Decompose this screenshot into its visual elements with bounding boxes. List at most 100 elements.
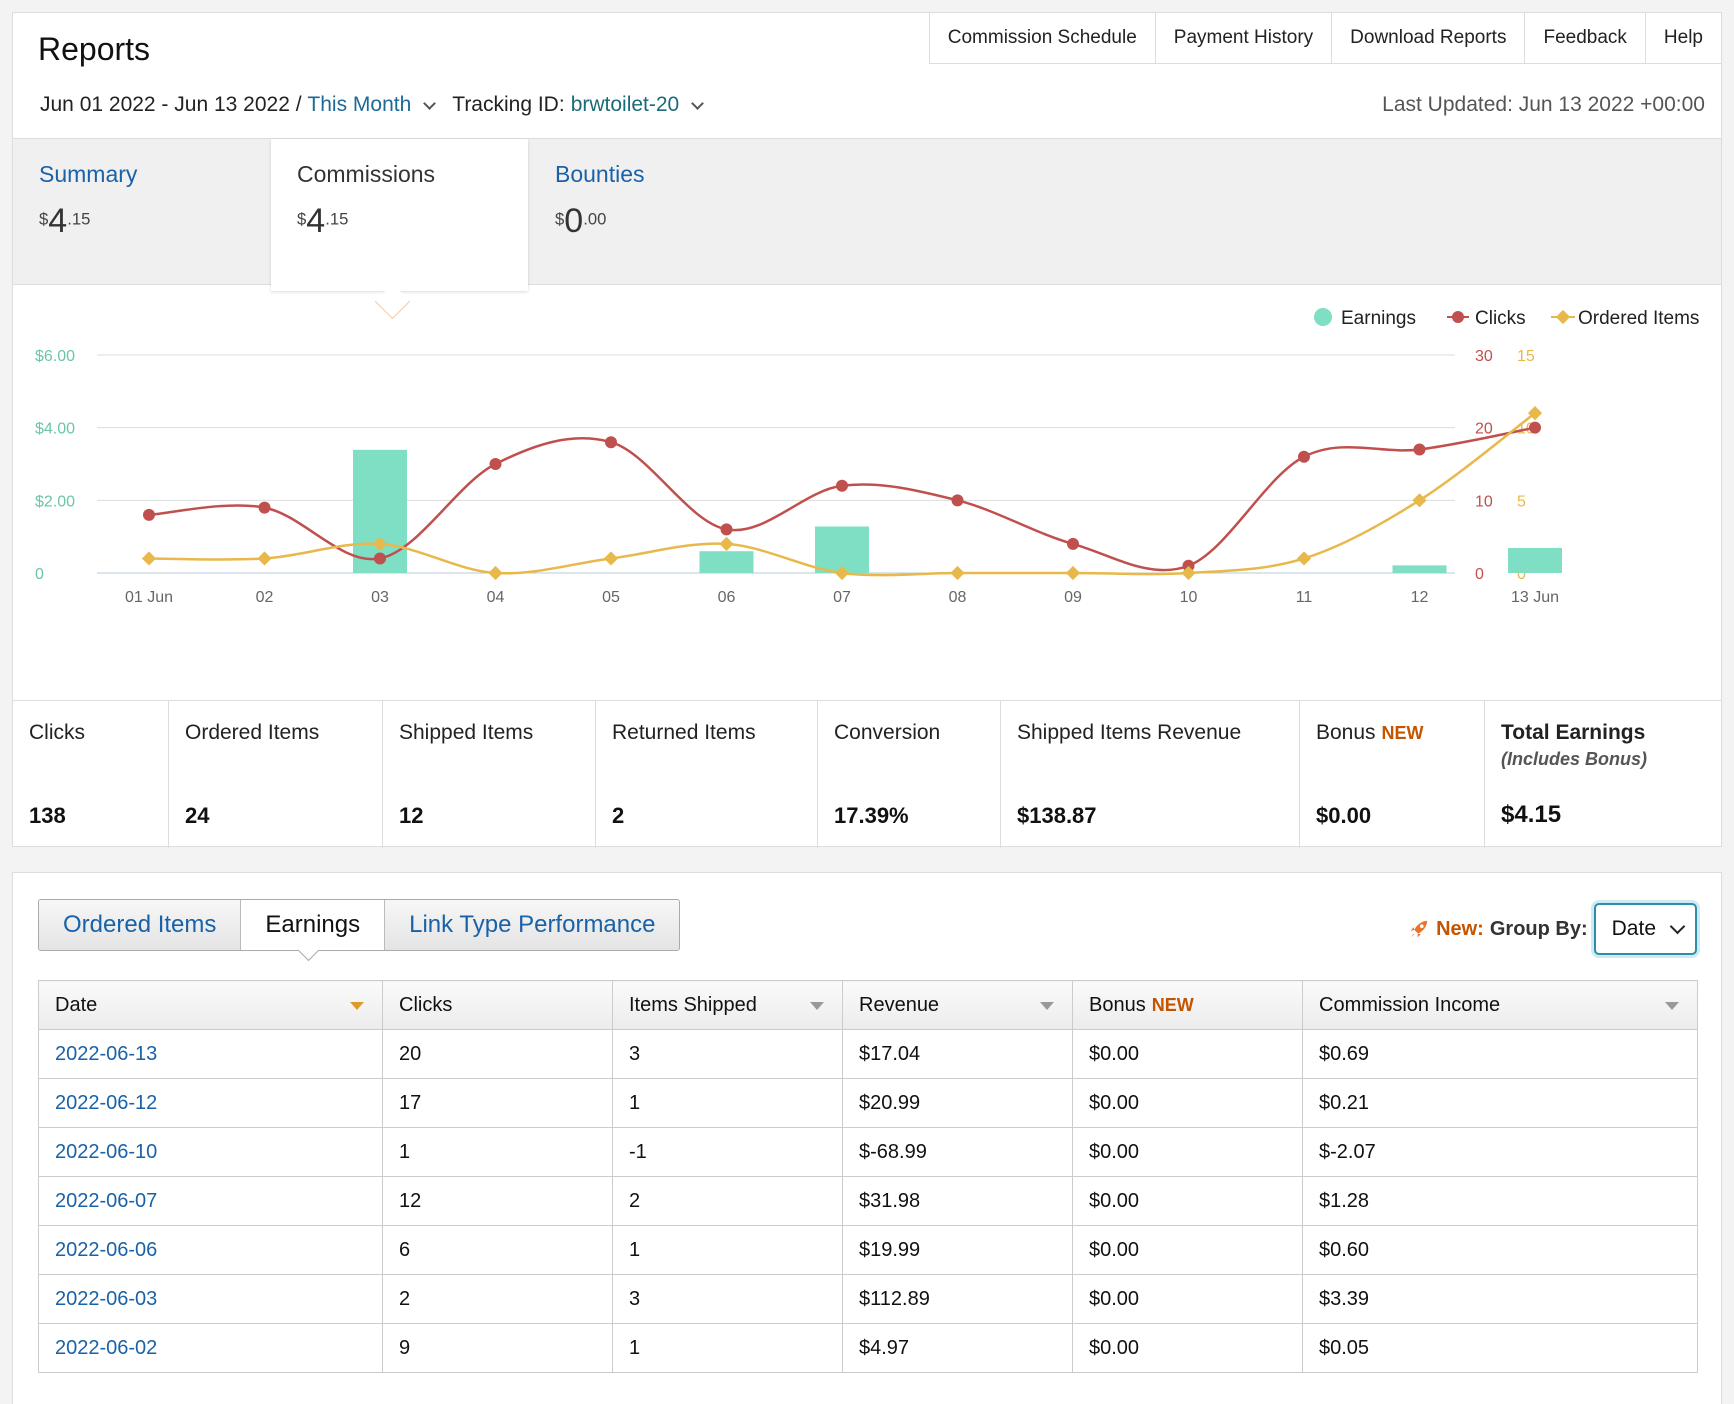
- earnings-bar: [1392, 565, 1447, 573]
- column-header-revenue[interactable]: Revenue: [842, 980, 1073, 1030]
- metric-label: Total Earnings: [1501, 721, 1646, 744]
- sort-icon: [1040, 1002, 1054, 1010]
- last-updated: Last Updated: Jun 13 2022 +00:00: [1382, 93, 1705, 116]
- ordered-items-point: [950, 565, 965, 581]
- report-detail-card: Ordered Items Earnings Link Type Perform…: [12, 872, 1722, 1404]
- table-cell: $0.00: [1072, 1078, 1303, 1128]
- clicks-point: [605, 436, 617, 449]
- x-tick-label: 04: [487, 589, 505, 606]
- group-by-select[interactable]: Date: [1593, 903, 1697, 955]
- table-cell: $0.21: [1302, 1078, 1698, 1128]
- column-header-items-shipped[interactable]: Items Shipped: [612, 980, 843, 1030]
- chevron-down-icon: [691, 97, 705, 110]
- new-label: New:: [1436, 917, 1484, 940]
- period-label: This Month: [307, 93, 412, 116]
- x-tick-label: 11: [1296, 589, 1313, 606]
- help-button[interactable]: Help: [1645, 13, 1721, 63]
- ordered-items-point: [1527, 406, 1543, 421]
- table-cell: $19.99: [842, 1225, 1073, 1275]
- table-cell: $0.60: [1302, 1225, 1698, 1275]
- table-cell: 1: [612, 1323, 843, 1373]
- tab-link-type-performance[interactable]: Link Type Performance: [385, 900, 680, 950]
- period-dropdown[interactable]: This Month: [307, 93, 452, 117]
- table-cell: 1: [612, 1225, 843, 1275]
- clicks-point: [1298, 450, 1310, 463]
- table-cell: $3.39: [1302, 1274, 1698, 1324]
- clicks-point: [1067, 537, 1079, 550]
- column-header-clicks[interactable]: Clicks: [382, 980, 613, 1030]
- metric-value: 17.39%: [834, 803, 909, 828]
- table-cell: $17.04: [842, 1029, 1073, 1079]
- clicks-point: [374, 552, 386, 565]
- table-cell: 12: [382, 1176, 613, 1226]
- table-cell: -1: [612, 1127, 843, 1177]
- table-cell: $-68.99: [842, 1127, 1073, 1177]
- sort-icon: [810, 1002, 824, 1010]
- date-link[interactable]: 2022-06-13: [38, 1029, 383, 1079]
- page-title: Reports: [38, 31, 151, 67]
- metric-label: Conversion: [834, 721, 941, 744]
- y-right-items-tick-label: 0: [1517, 566, 1526, 583]
- table-row: 2022-06-03 2 3 $112.89 $0.00 $3.39: [38, 1274, 1698, 1324]
- metric-sublabel: (Includes Bonus): [1501, 749, 1648, 769]
- date-link[interactable]: 2022-06-10: [38, 1127, 383, 1177]
- column-header-date[interactable]: Date: [38, 980, 383, 1030]
- legend-clicks-label: Clicks: [1475, 308, 1526, 329]
- ordered-items-point: [1296, 551, 1312, 566]
- table-row: 2022-06-13 20 3 $17.04 $0.00 $0.69: [38, 1029, 1698, 1079]
- clicks-point: [836, 479, 848, 492]
- top-nav: Commission Schedule Payment History Down…: [928, 13, 1721, 64]
- y-right-items-tick-label: 5: [1517, 493, 1526, 510]
- table-cell: 1: [382, 1127, 613, 1177]
- tab-earnings[interactable]: Earnings: [241, 900, 386, 950]
- commission-schedule-button[interactable]: Commission Schedule: [929, 13, 1156, 63]
- metric-label: Shipped Items Revenue: [1017, 721, 1242, 744]
- ordered-items-point: [372, 536, 388, 552]
- y-left-tick-label: $4.00: [35, 421, 75, 438]
- tab-commissions[interactable]: Commissions $4.15: [271, 139, 528, 291]
- table-cell: $-2.07: [1302, 1127, 1698, 1177]
- tab-bounties[interactable]: Bounties $0.00: [529, 139, 786, 284]
- group-by-control: New: Group By: Date: [1408, 903, 1697, 955]
- metric-value: $4.15: [1501, 801, 1562, 828]
- table-cell: 3: [612, 1029, 843, 1079]
- x-tick-label: 09: [1064, 589, 1082, 606]
- date-link[interactable]: 2022-06-03: [38, 1274, 383, 1324]
- clicks-point: [489, 458, 502, 470]
- metric-value: $0.00: [1316, 803, 1372, 828]
- table-cell: $0.00: [1072, 1323, 1303, 1373]
- table-row: 2022-06-12 17 1 $20.99 $0.00 $0.21: [38, 1078, 1698, 1128]
- tracking-id-dropdown[interactable]: brwtoilet-20: [571, 93, 721, 117]
- y-left-tick-label: 0: [35, 566, 44, 583]
- date-range: Jun 01 2022 - Jun 13 2022: [40, 93, 290, 116]
- ordered-items-point: [603, 551, 619, 566]
- feedback-button[interactable]: Feedback: [1525, 13, 1646, 63]
- column-header-commission-income[interactable]: Commission Income: [1302, 980, 1698, 1030]
- date-link[interactable]: 2022-06-12: [38, 1078, 383, 1128]
- tracking-id-value: brwtoilet-20: [570, 93, 680, 116]
- legend-earnings-swatch: [1314, 308, 1332, 326]
- y-left-tick-label: $6.00: [35, 348, 75, 365]
- x-tick-label: 12: [1411, 589, 1429, 606]
- table-cell: $1.28: [1302, 1176, 1698, 1226]
- chevron-down-icon: [1669, 918, 1686, 934]
- clicks-point: [143, 508, 155, 521]
- table-cell: $0.00: [1072, 1176, 1303, 1226]
- x-tick-label: 08: [949, 589, 967, 606]
- tab-ordered-items[interactable]: Ordered Items: [39, 900, 242, 950]
- ordered-items-point: [141, 551, 157, 566]
- payment-history-button[interactable]: Payment History: [1155, 13, 1333, 63]
- metric-total-earnings: Total Earnings (Includes Bonus) $4.15: [1485, 701, 1721, 848]
- column-header-bonus[interactable]: Bonus NEW: [1072, 980, 1303, 1030]
- date-link[interactable]: 2022-06-07: [38, 1176, 383, 1226]
- date-link[interactable]: 2022-06-02: [38, 1323, 383, 1373]
- tab-summary-value: $4.15: [39, 202, 91, 240]
- metric-value: 12: [399, 803, 424, 828]
- table-row: 2022-06-07 12 2 $31.98 $0.00 $1.28: [38, 1176, 1698, 1226]
- date-link[interactable]: 2022-06-06: [38, 1225, 383, 1275]
- tab-summary[interactable]: Summary $4.15: [13, 139, 270, 284]
- x-tick-label: 02: [256, 589, 274, 606]
- x-tick-label: 01 Jun: [125, 589, 173, 606]
- y-right-clicks-tick-label: 20: [1475, 421, 1493, 438]
- download-reports-button[interactable]: Download Reports: [1332, 13, 1526, 63]
